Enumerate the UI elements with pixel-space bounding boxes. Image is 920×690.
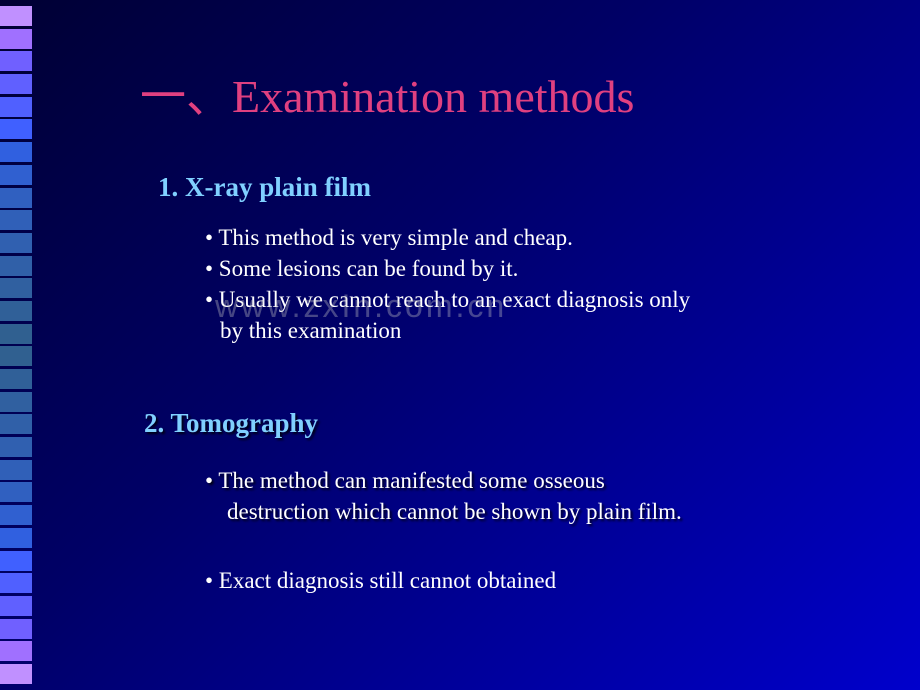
decorative-square (0, 6, 32, 26)
section-1-heading: 1. X-ray plain film (158, 172, 371, 203)
bullet-text: • Exact diagnosis still cannot obtained (205, 565, 556, 596)
bullet-text: • This method is very simple and cheap. (205, 222, 690, 253)
bullet-text: • The method can manifested some osseous (205, 465, 682, 496)
decorative-square (0, 460, 32, 480)
decorative-square (0, 346, 32, 366)
section-2-heading: 2. Tomography (144, 408, 318, 439)
decorative-square (0, 256, 32, 276)
watermark-text: www.zxIn.com.cn (215, 288, 507, 325)
decorative-square (0, 505, 32, 525)
bullet-continuation: destruction which cannot be shown by pla… (205, 496, 682, 527)
decorative-square (0, 97, 32, 117)
decorative-square (0, 74, 32, 94)
section-2-bullets-b: • Exact diagnosis still cannot obtained (205, 565, 556, 596)
decorative-square (0, 233, 32, 253)
decorative-square (0, 165, 32, 185)
left-decorative-border (0, 0, 32, 690)
decorative-square (0, 210, 32, 230)
decorative-square (0, 119, 32, 139)
decorative-square (0, 301, 32, 321)
decorative-square (0, 573, 32, 593)
slide-title: 一、Examination methods (140, 60, 634, 126)
decorative-square (0, 188, 32, 208)
section-2-bullets-a: • The method can manifested some osseous… (205, 465, 682, 527)
decorative-square (0, 482, 32, 502)
decorative-square (0, 437, 32, 457)
decorative-square (0, 29, 32, 49)
decorative-square (0, 619, 32, 639)
decorative-square (0, 392, 32, 412)
decorative-square (0, 664, 32, 684)
decorative-square (0, 369, 32, 389)
decorative-square (0, 551, 32, 571)
section-1-bullets: • This method is very simple and cheap. … (205, 222, 690, 346)
decorative-square (0, 278, 32, 298)
decorative-square (0, 51, 32, 71)
bullet-text: • Some lesions can be found by it. (205, 253, 690, 284)
decorative-square (0, 142, 32, 162)
decorative-square (0, 528, 32, 548)
decorative-square (0, 641, 32, 661)
decorative-square (0, 414, 32, 434)
decorative-square (0, 324, 32, 344)
decorative-square (0, 596, 32, 616)
